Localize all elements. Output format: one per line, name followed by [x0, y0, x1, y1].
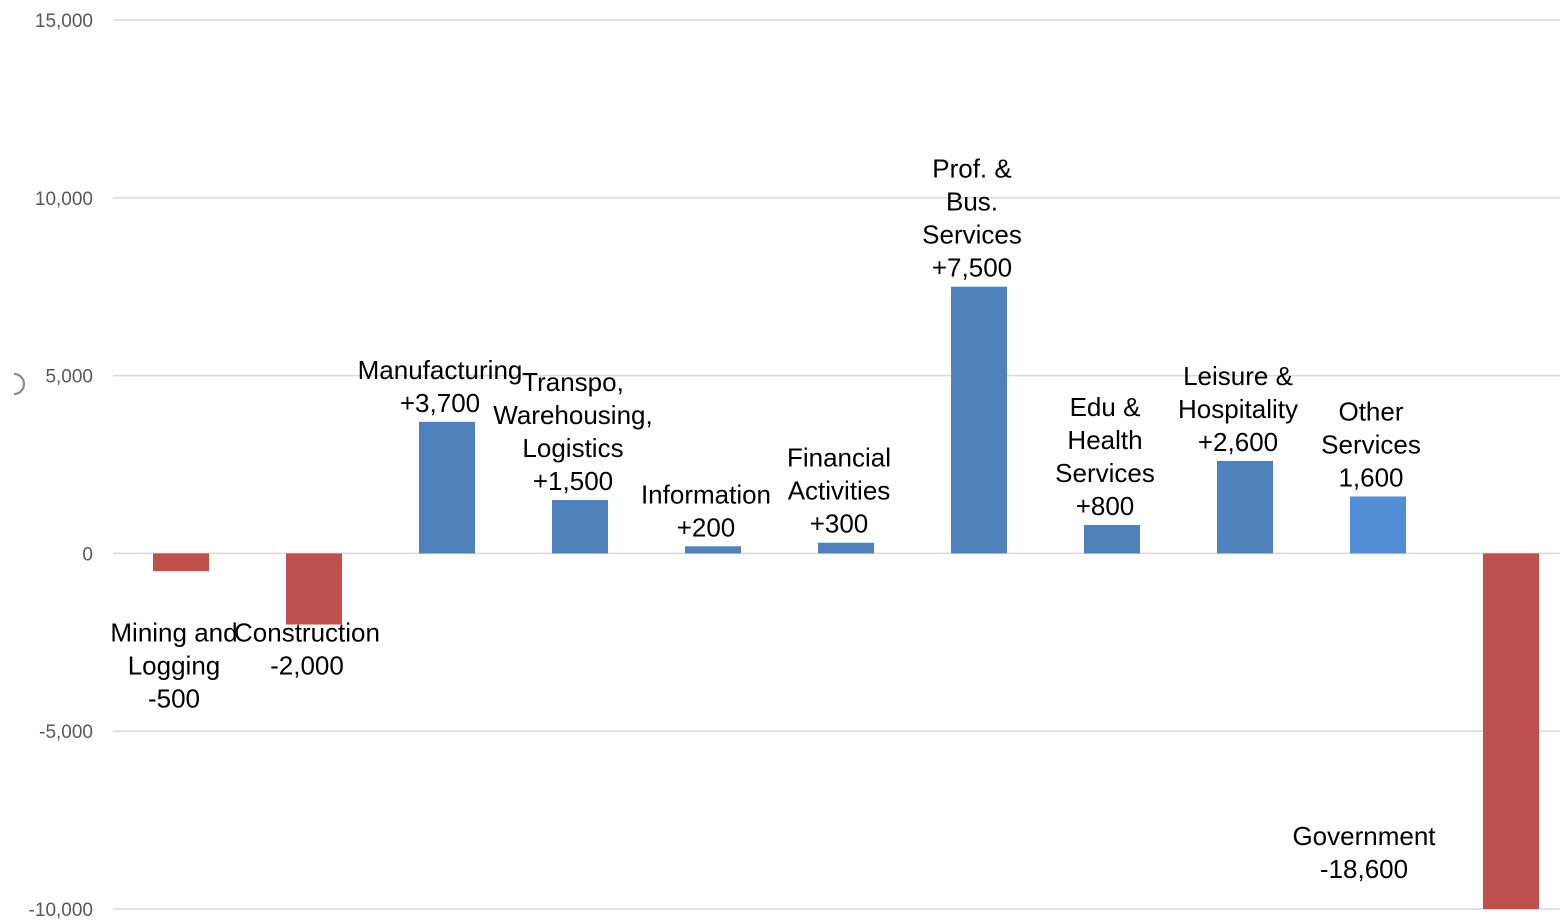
y-axis-ticks: -10,000 -5,000 0 5,000 10,000 15,000	[29, 11, 93, 921]
data-label: +300	[810, 509, 869, 539]
data-label: +3,700	[400, 388, 480, 418]
data-label: +800	[1076, 491, 1135, 521]
data-label: Other	[1338, 397, 1403, 427]
bar	[951, 286, 1007, 554]
data-label: -18,600	[1320, 854, 1408, 884]
data-label: Warehousing,	[493, 400, 652, 430]
data-label: -2,000	[270, 650, 344, 680]
data-label: Leisure &	[1183, 361, 1293, 391]
bar	[153, 553, 209, 572]
bar	[419, 421, 475, 554]
data-label: Logistics	[522, 433, 623, 463]
data-label: +1,500	[533, 466, 613, 496]
data-label: Construction	[234, 617, 380, 647]
data-label: Activities	[788, 476, 891, 506]
y-tick-label: 15,000	[35, 11, 93, 32]
y-tick-label: 0	[82, 544, 93, 565]
y-tick-label: -5,000	[39, 722, 93, 743]
data-label: Mining and	[110, 617, 237, 647]
data-label: Government	[1292, 821, 1436, 851]
bars	[153, 286, 1539, 909]
data-label: +2,600	[1198, 427, 1278, 457]
data-label: Financial	[787, 443, 891, 473]
data-label: +7,500	[932, 253, 1012, 283]
bar	[552, 500, 608, 554]
data-label: Manufacturing	[358, 355, 523, 385]
bar	[1217, 460, 1273, 554]
bar	[1483, 553, 1539, 909]
data-label: Transpo,	[522, 367, 624, 397]
data-label: Edu &	[1070, 392, 1141, 422]
data-label: Services	[1321, 430, 1421, 460]
data-label: Services	[922, 220, 1022, 250]
data-label: -500	[148, 683, 200, 713]
data-label: 1,600	[1338, 463, 1403, 493]
data-label: Services	[1055, 458, 1155, 488]
y-tick-label: 5,000	[45, 367, 93, 388]
data-label: Information	[641, 479, 771, 509]
y-tick-label: 10,000	[35, 189, 93, 210]
data-label: Prof. &	[932, 154, 1011, 184]
bar	[286, 553, 342, 625]
bar	[685, 546, 741, 554]
bar	[1350, 496, 1406, 554]
data-label: Hospitality	[1178, 394, 1298, 424]
data-label: Logging	[128, 650, 221, 680]
y-tick-label: -10,000	[29, 900, 93, 921]
bar	[1084, 524, 1140, 554]
data-label: Health	[1067, 425, 1142, 455]
data-label: +200	[677, 512, 736, 542]
bar	[818, 542, 874, 554]
data-label: Bus.	[946, 187, 998, 217]
partial-circle-icon	[13, 372, 26, 396]
